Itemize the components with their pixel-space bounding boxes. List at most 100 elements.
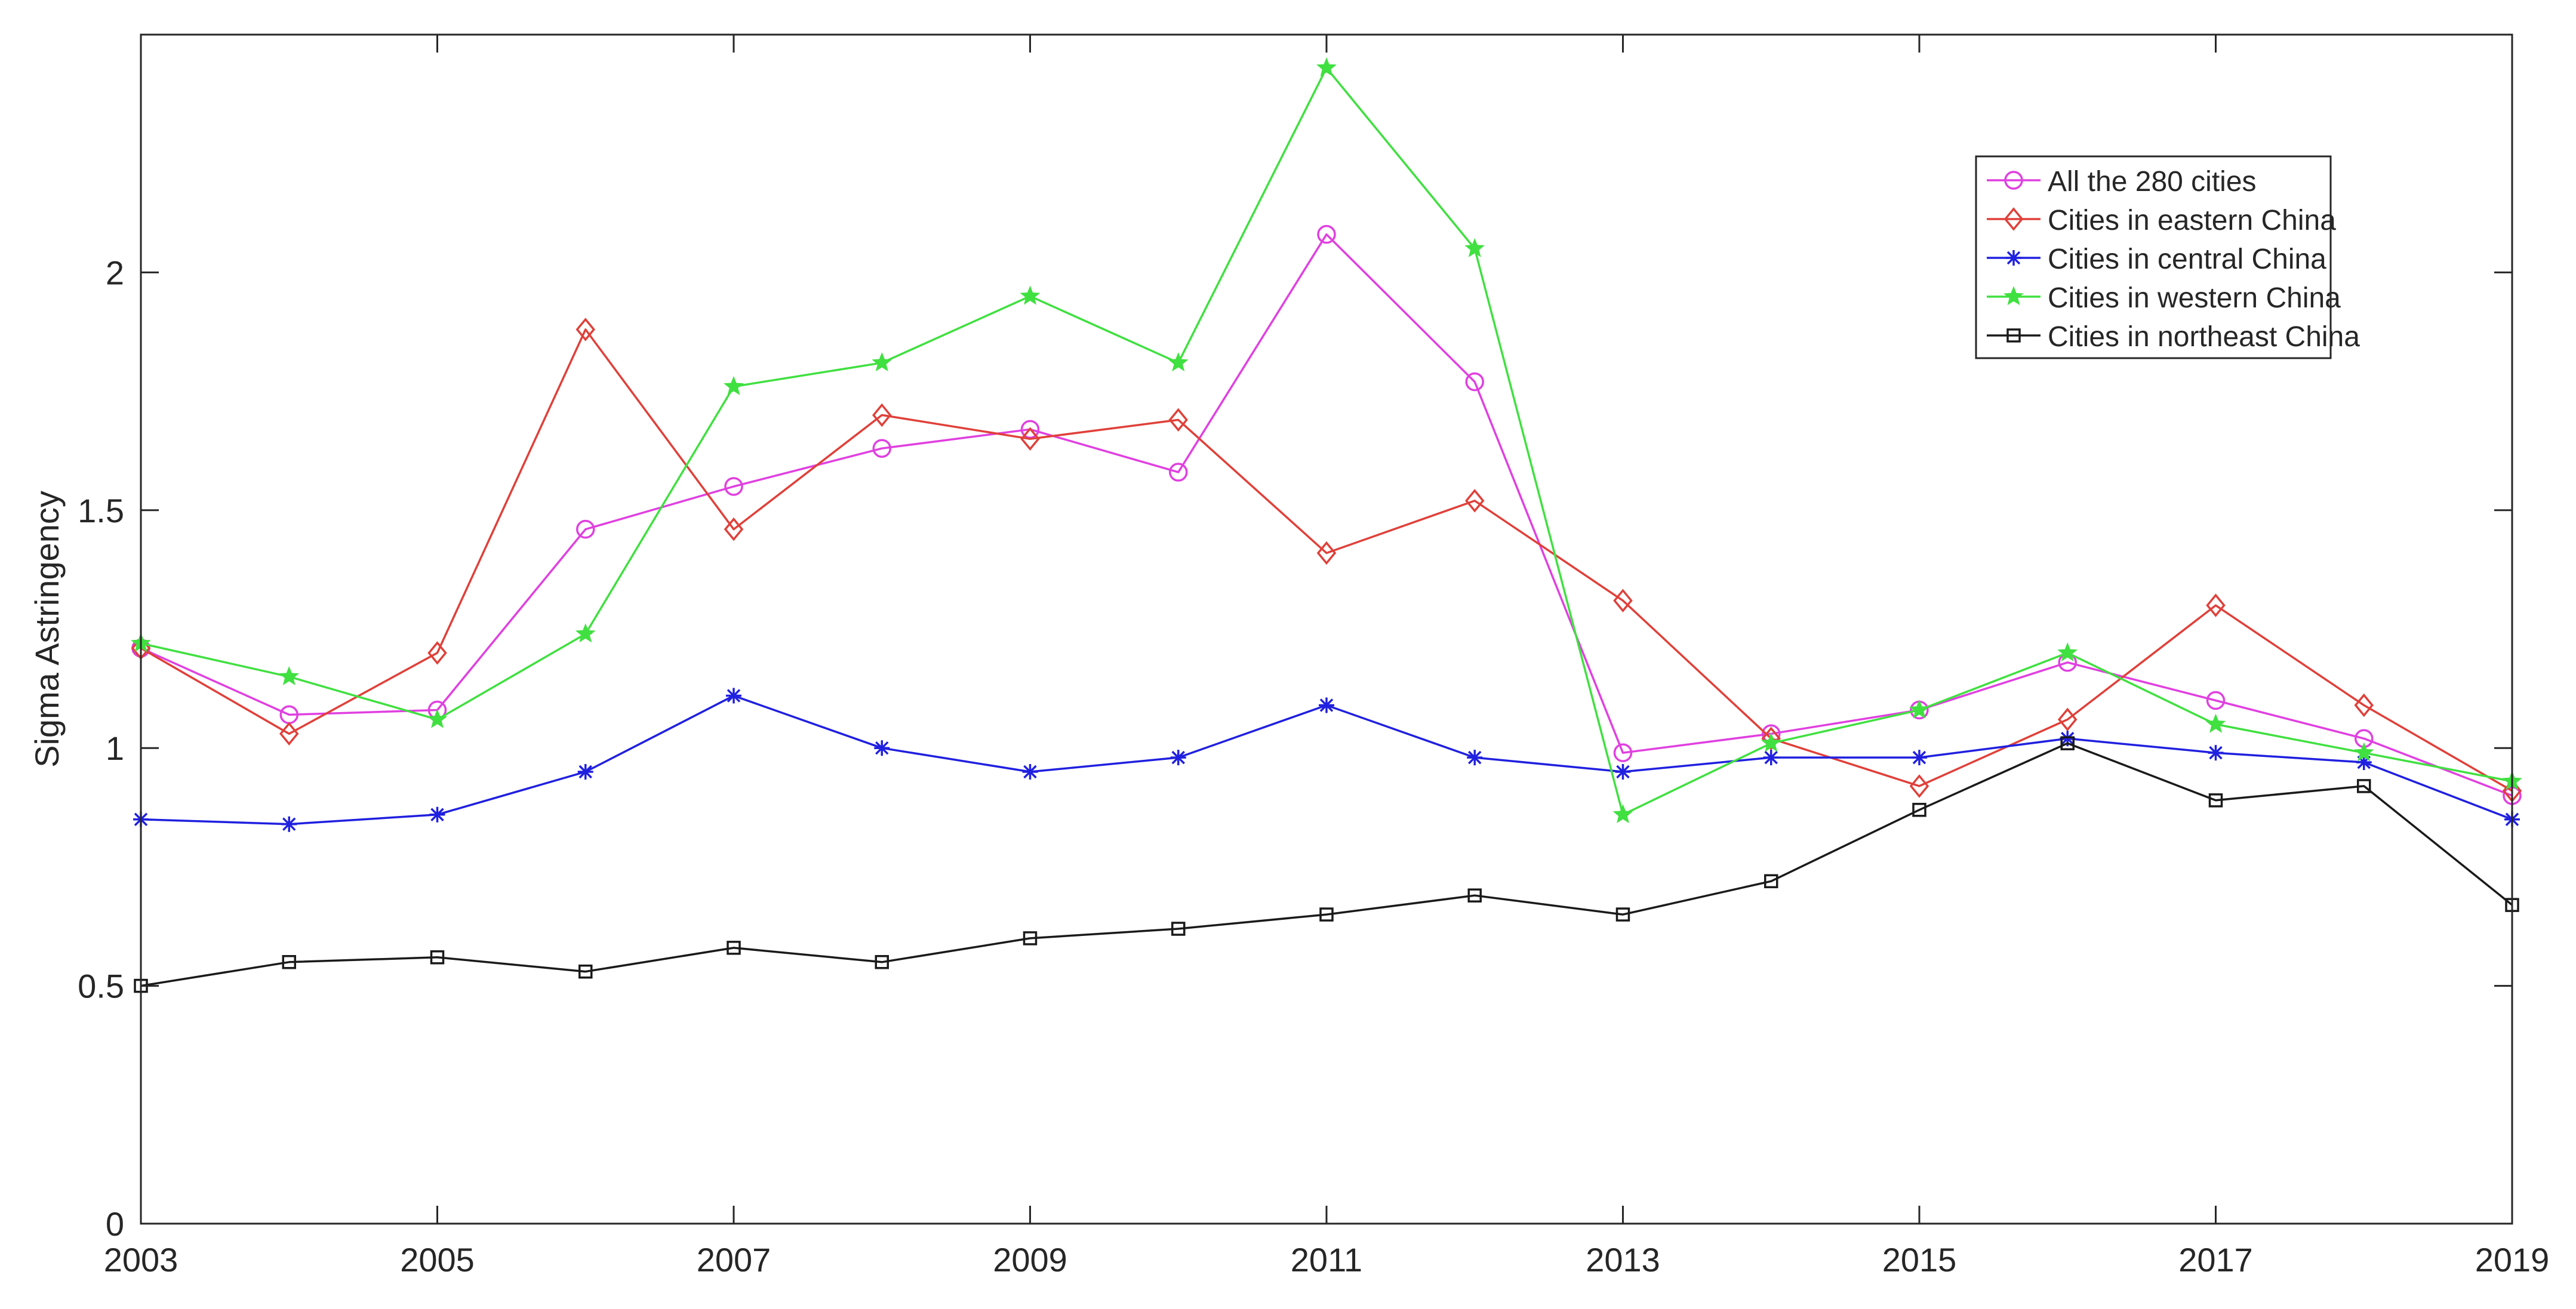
data-point (1467, 750, 1483, 766)
data-point (2353, 742, 2374, 762)
y-tick-label: 1.5 (78, 492, 124, 529)
data-point (872, 352, 892, 372)
data-point (1909, 774, 1929, 798)
data-point (1020, 285, 1041, 305)
data-point (429, 806, 445, 823)
legend-item: Cities in western China (1987, 282, 2341, 314)
data-point (1171, 922, 1186, 936)
data-point (2205, 713, 2226, 733)
data-point (874, 740, 890, 756)
data-point (1909, 699, 1929, 719)
series-5 (134, 736, 2519, 993)
legend-label: Cities in eastern China (2048, 205, 2336, 236)
data-point (1615, 764, 1631, 780)
series-line (140, 742, 2513, 987)
data-point (1912, 803, 1926, 817)
x-axis: 2003 2005 2007 2009 2011 2013 2015 2017 2019 (104, 35, 2549, 1279)
data-point (279, 722, 299, 746)
data-point (427, 641, 447, 665)
series-line (140, 328, 2513, 792)
legend-marker (2006, 328, 2021, 343)
data-point (875, 955, 889, 969)
data-point (575, 318, 596, 341)
data-point (1467, 888, 1482, 903)
y-tick-label: 1 (106, 729, 124, 767)
data-point (1020, 420, 1040, 439)
data-point (872, 403, 892, 427)
legend-item: All the 280 cities (1987, 166, 2257, 198)
data-point (1465, 372, 1484, 392)
data-point (2060, 731, 2076, 747)
data-point (1761, 732, 1781, 752)
y-tick-label: 0 (106, 1205, 124, 1243)
data-point (1023, 931, 1038, 945)
data-point (1615, 907, 1630, 922)
x-tick-label: 2017 (2178, 1241, 2253, 1279)
x-tick-label: 2003 (104, 1241, 178, 1279)
legend-item: Cities in central China (1987, 244, 2326, 275)
data-point (2357, 779, 2371, 793)
series-line (140, 233, 2513, 797)
data-point (2057, 642, 2078, 662)
data-point (1763, 750, 1779, 766)
data-point (430, 950, 445, 965)
x-tick-label: 2015 (1882, 1241, 1957, 1279)
data-point (872, 439, 891, 458)
x-tick-label: 2005 (400, 1241, 475, 1279)
data-point (2057, 707, 2078, 732)
legend-label: All the 280 cities (2048, 166, 2257, 198)
y-tick-label: 0.5 (78, 968, 124, 1005)
data-point (724, 517, 744, 541)
x-tick-label: 2013 (1586, 1241, 1660, 1279)
x-tick-label: 2007 (697, 1241, 771, 1279)
data-point (1464, 489, 1485, 513)
data-point (1612, 804, 1633, 824)
legend-marker (2003, 286, 2024, 306)
data-point (575, 623, 596, 643)
data-point (1020, 427, 1040, 451)
data-point (1319, 697, 1334, 713)
legend-item: Cities in eastern China (1987, 205, 2336, 236)
data-point (1168, 408, 1189, 432)
data-point (1464, 238, 1485, 257)
data-point (1319, 907, 1334, 922)
data-point (1613, 743, 1633, 762)
data-point (1170, 750, 1186, 766)
legend-marker (2003, 207, 2024, 231)
data-point (2206, 691, 2226, 710)
data-point (427, 709, 448, 728)
data-point (282, 955, 296, 969)
data-point (2206, 593, 2226, 617)
data-point (578, 964, 593, 979)
data-point (1317, 224, 1336, 244)
data-point (724, 375, 744, 396)
series-layer (131, 57, 2522, 993)
data-point (1761, 726, 1781, 751)
data-point (1022, 764, 1038, 780)
data-point (279, 666, 300, 686)
data-point (724, 477, 743, 496)
legend: All the 280 cities Cities in eastern Chin… (1975, 155, 2360, 359)
legend-marker (2006, 250, 2021, 266)
data-point (2354, 693, 2374, 717)
data-point (2356, 754, 2372, 771)
legend-label: Cities in western China (2048, 282, 2341, 314)
data-point (1764, 874, 1778, 889)
data-point (1316, 57, 1337, 77)
y-tick-label: 2 (106, 254, 124, 291)
data-point (2208, 745, 2224, 761)
data-point (727, 941, 741, 955)
data-point (577, 764, 593, 780)
data-point (576, 519, 595, 539)
data-point (726, 688, 741, 704)
data-point (1613, 589, 1633, 612)
y-axis: 0 0.5 1 1.5 2 (78, 254, 2512, 1243)
data-point (1316, 541, 1337, 565)
legend-item: Cities in northeast China (1987, 321, 2360, 353)
data-point (281, 816, 297, 832)
legend-label: Cities in northeast China (2048, 321, 2360, 353)
x-tick-label: 2011 (1291, 1241, 1362, 1279)
data-point (1169, 463, 1188, 482)
